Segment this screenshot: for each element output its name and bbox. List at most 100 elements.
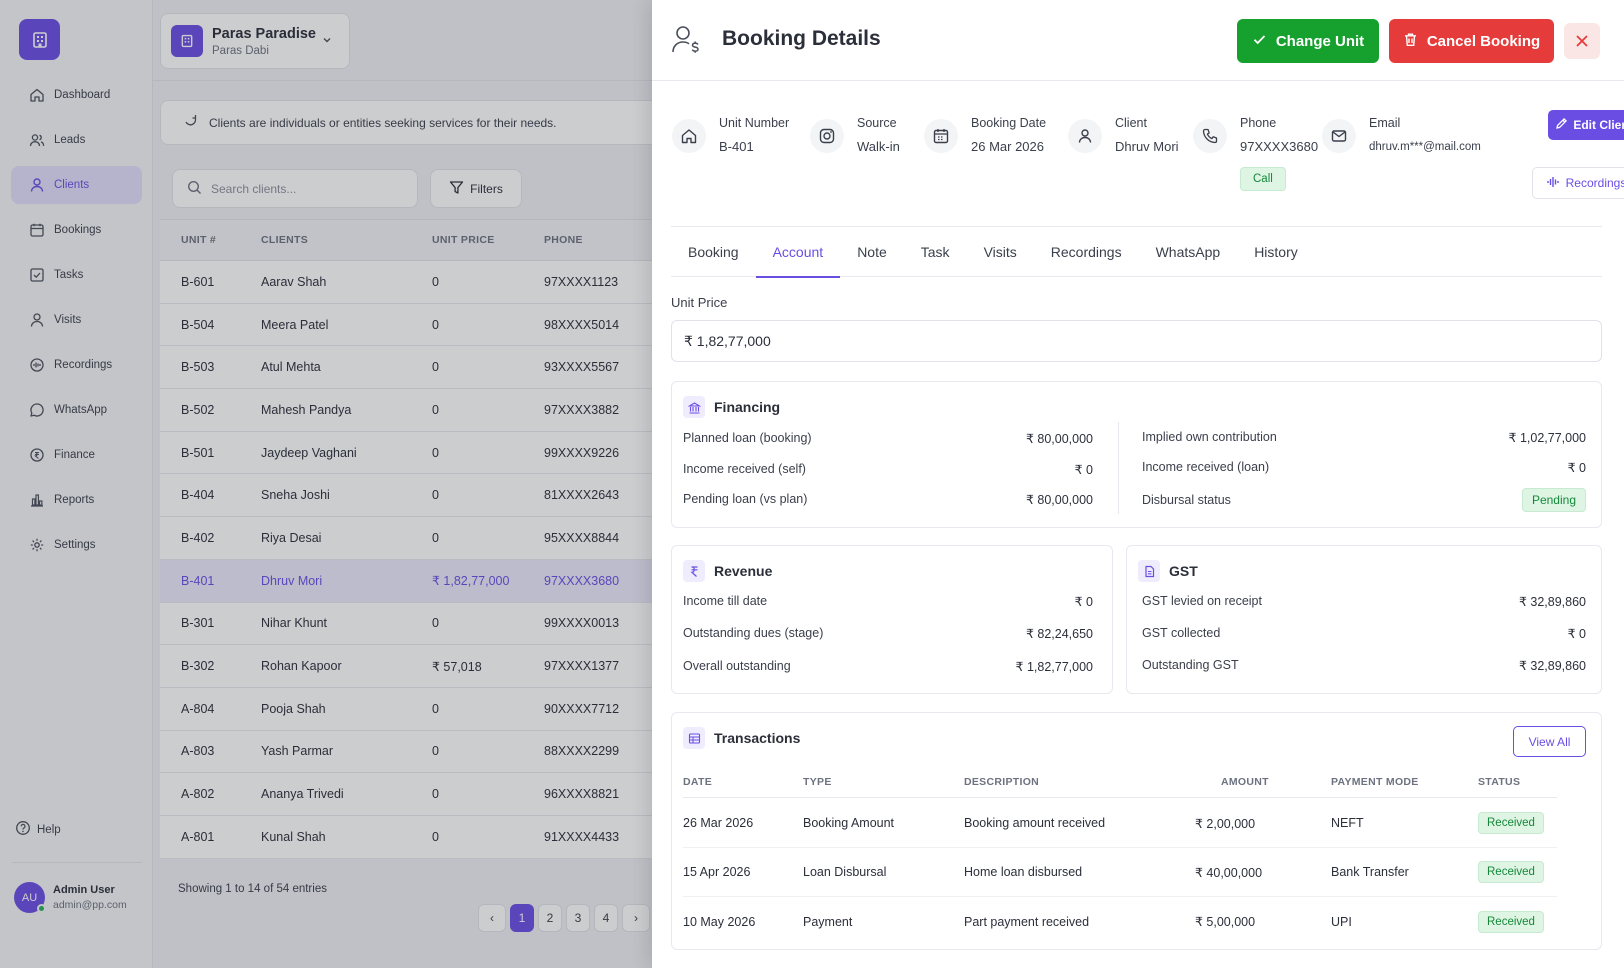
cancel-booking-button[interactable]: Cancel Booking	[1389, 19, 1554, 63]
project-switcher[interactable]: Paras Paradise Paras Dabi	[160, 13, 350, 69]
help-label: Help	[37, 823, 61, 836]
table-row[interactable]: B-502 Mahesh Pandya 0 97XXXX3882	[160, 389, 660, 432]
tab-booking[interactable]: Booking	[688, 243, 739, 260]
call-button[interactable]: Call	[1240, 167, 1286, 191]
user-profile[interactable]: AU Admin User admin@pp.com	[14, 882, 127, 913]
unit-price-field[interactable]: ₹ 1,82,77,000	[671, 320, 1602, 362]
sidebar-item-bookings[interactable]: Bookings	[11, 211, 142, 249]
help-link[interactable]: Help	[15, 820, 61, 839]
page-button[interactable]: 2	[538, 904, 562, 932]
sidebar-item-settings[interactable]: Settings	[11, 526, 142, 564]
sidebar-item-leads[interactable]: Leads	[11, 121, 142, 159]
page-button[interactable]: 4	[594, 904, 618, 932]
modal-backdrop[interactable]	[0, 0, 652, 968]
table-row[interactable]: B-301 Nihar Khunt 0 99XXXX0013	[160, 602, 660, 646]
status-cell: Received	[1478, 897, 1544, 946]
table-row[interactable]: B-402 Riya Desai 0 95XXXX8844	[160, 517, 660, 560]
tab-account[interactable]: Account	[755, 226, 841, 278]
table-row[interactable]: B-501 Jaydeep Vaghani 0 99XXXX9226	[160, 431, 660, 475]
date-cell: 15 Apr 2026	[683, 865, 751, 879]
search-box[interactable]	[172, 169, 418, 208]
column-header[interactable]: PHONE	[544, 234, 583, 246]
column-header: DATE	[683, 775, 713, 788]
table-row[interactable]: B-503 Atul Mehta 0 93XXXX5567	[160, 346, 660, 390]
unit-price-cell: 0	[432, 616, 439, 631]
transaction-row[interactable]: 15 Apr 2026 Loan Disbursal Home loan disbu…	[683, 848, 1557, 897]
close-icon	[1576, 35, 1588, 47]
change-unit-button[interactable]: Change Unit	[1237, 19, 1379, 63]
tab-recordings[interactable]: Recordings	[1050, 243, 1122, 260]
status-badge: Received	[1478, 861, 1544, 883]
transaction-row[interactable]: 10 May 2026 Payment Part payment received ₹…	[683, 897, 1557, 946]
table-row[interactable]: A-802 Ananya Trivedi 0 96XXXX8821	[160, 773, 660, 816]
sidebar-item-whatsapp[interactable]: WhatsApp	[11, 391, 142, 429]
financing-card: Financing Planned loan (booking) ₹ 80,00,…	[671, 381, 1602, 528]
filters-label: Filters	[470, 181, 503, 196]
row-value: ₹ 0	[1074, 463, 1093, 477]
row-label: Planned loan (booking)	[683, 431, 812, 445]
pagination-next-button[interactable]: ›	[622, 904, 650, 932]
table-row[interactable]: B-401 Dhruv Mori ₹ 1,82,77,000 97XXXX3680	[160, 559, 660, 603]
table-row[interactable]: B-601 Aarav Shah 0 97XXXX1123	[160, 261, 660, 304]
recordings-button[interactable]: Recordings	[1532, 167, 1624, 199]
column-header[interactable]: UNIT PRICE	[432, 234, 495, 246]
panel-tabs: Booking Account Note Task Visits Recordi…	[671, 226, 1602, 278]
bank-icon	[683, 396, 705, 418]
column-header[interactable]: CLIENTS	[261, 234, 309, 246]
filters-button[interactable]: Filters	[430, 169, 522, 208]
row-value: ₹ 80,00,000	[1025, 432, 1093, 446]
edit-client-button[interactable]: Edit Client	[1548, 110, 1624, 140]
tab-visits[interactable]: Visits	[983, 243, 1017, 260]
help-icon	[15, 820, 31, 839]
search-input[interactable]	[211, 181, 401, 196]
client-cell: Aarav Shah	[261, 274, 327, 289]
sidebar-item-dashboard[interactable]: Dashboard	[11, 76, 142, 114]
sidebar-item-visits[interactable]: Visits	[11, 301, 142, 339]
row-label: Outstanding dues (stage)	[683, 626, 824, 640]
tab-history[interactable]: History	[1254, 243, 1298, 260]
filter-icon	[449, 180, 464, 198]
unit-price-cell: 0	[432, 317, 439, 332]
unit-price-cell: 0	[432, 701, 439, 716]
tab-whatsapp[interactable]: WhatsApp	[1155, 243, 1221, 260]
sidebar-item-tasks[interactable]: Tasks	[11, 256, 142, 294]
row-label: Outstanding GST	[1142, 658, 1239, 672]
sidebar-item-recordings[interactable]: Recordings	[11, 346, 142, 384]
gst-row: GST levied on receipt ₹ 32,89,860	[1142, 594, 1586, 609]
phone-cell: 98XXXX5014	[544, 317, 620, 332]
gst-row: GST collected ₹ 0	[1142, 626, 1586, 641]
page-button[interactable]: 1	[510, 904, 534, 932]
sidebar-item-reports[interactable]: Reports	[11, 481, 142, 519]
recordings-label: Recordings	[1565, 176, 1624, 190]
sidebar-item-clients[interactable]: Clients	[11, 166, 142, 204]
booking-date-value: 26 Mar 2026	[971, 139, 1044, 154]
table-row[interactable]: B-504 Meera Patel 0 98XXXX5014	[160, 303, 660, 347]
view-all-button[interactable]: View All	[1513, 726, 1586, 757]
table-row[interactable]: A-803 Yash Parmar 0 88XXXX2299	[160, 730, 660, 774]
tab-task[interactable]: Task	[920, 243, 950, 260]
unit-number-item: Unit Number B-401	[672, 116, 789, 154]
page-button[interactable]: 3	[566, 904, 590, 932]
revenue-row: Outstanding dues (stage) ₹ 82,24,650	[683, 626, 1093, 641]
table-row[interactable]: A-804 Pooja Shah 0 90XXXX7712	[160, 687, 660, 731]
pagination-prev-button[interactable]: ‹	[478, 904, 506, 932]
building-icon	[32, 31, 47, 48]
status-badge: Received	[1478, 910, 1544, 933]
transaction-row[interactable]: 26 Mar 2026 Booking Amount Booking amount …	[683, 799, 1557, 848]
table-row[interactable]: A-801 Kunal Shah 0 91XXXX4433	[160, 815, 660, 859]
table-row[interactable]: B-404 Sneha Joshi 0 81XXXX2643	[160, 474, 660, 518]
tab-note[interactable]: Note	[857, 243, 887, 260]
row-label: Income received (loan)	[1142, 460, 1270, 474]
banner-text: Clients are individuals or entities seek…	[209, 115, 557, 130]
person-icon	[1068, 119, 1102, 153]
sidebar-item-finance[interactable]: Finance	[11, 436, 142, 474]
row-label: GST collected	[1142, 626, 1221, 640]
column-header[interactable]: UNIT #	[181, 234, 217, 246]
home-icon	[672, 119, 706, 153]
close-button[interactable]	[1564, 23, 1600, 59]
app-logo[interactable]	[19, 19, 60, 60]
table-row[interactable]: B-302 Rohan Kapoor ₹ 57,018 97XXXX1377	[160, 645, 660, 688]
cancel-booking-label: Cancel Booking	[1426, 32, 1541, 50]
gear-icon	[28, 536, 46, 554]
payment-mode-cell: UPI	[1331, 914, 1352, 929]
